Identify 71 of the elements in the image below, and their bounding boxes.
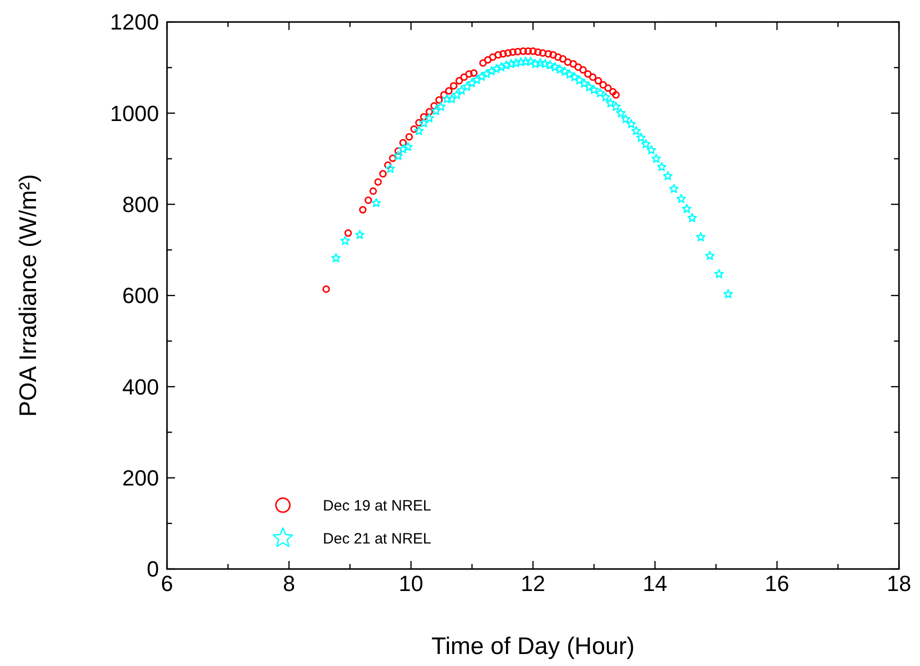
point bbox=[514, 48, 522, 56]
point bbox=[399, 139, 407, 147]
point bbox=[364, 196, 372, 204]
x-axis-title: Time of Day (Hour) bbox=[431, 633, 635, 660]
point bbox=[574, 63, 582, 71]
point bbox=[484, 56, 492, 64]
point bbox=[584, 70, 592, 78]
point bbox=[445, 87, 453, 95]
legend-label: Dec 21 at NREL bbox=[322, 530, 432, 548]
y-tick-label: 0 bbox=[146, 556, 159, 582]
point bbox=[426, 108, 434, 116]
point bbox=[554, 53, 562, 61]
y-tick-label: 400 bbox=[122, 374, 159, 400]
y-tick-label: 1200 bbox=[110, 10, 159, 35]
point bbox=[479, 59, 487, 67]
point bbox=[379, 170, 387, 178]
point bbox=[460, 73, 468, 81]
x-tick-label: 16 bbox=[764, 571, 790, 596]
point bbox=[534, 48, 542, 56]
point bbox=[410, 125, 418, 133]
y-tick-label: 200 bbox=[122, 466, 159, 491]
point bbox=[470, 69, 478, 77]
point bbox=[589, 73, 597, 81]
point bbox=[435, 96, 443, 104]
point bbox=[455, 77, 463, 85]
y-tick-label: 1000 bbox=[110, 100, 159, 126]
point bbox=[609, 88, 617, 96]
point bbox=[450, 82, 458, 90]
y-tick-label: 600 bbox=[122, 283, 159, 308]
x-tick-label: 14 bbox=[642, 571, 668, 596]
point bbox=[440, 91, 448, 99]
point bbox=[359, 206, 367, 214]
point bbox=[499, 50, 507, 58]
x-tick-label: 6 bbox=[160, 571, 174, 596]
point bbox=[549, 51, 557, 59]
point bbox=[524, 47, 532, 55]
legend-label: Dec 19 at NREL bbox=[322, 497, 432, 514]
point bbox=[612, 91, 620, 99]
point bbox=[579, 66, 587, 74]
point bbox=[494, 51, 502, 59]
point bbox=[322, 285, 330, 293]
point bbox=[384, 161, 392, 169]
point bbox=[415, 118, 423, 126]
y-tick-label: 800 bbox=[122, 192, 159, 218]
point bbox=[488, 53, 496, 61]
point bbox=[544, 50, 552, 58]
point bbox=[369, 187, 377, 195]
point bbox=[604, 84, 612, 92]
point bbox=[344, 229, 352, 237]
x-tick-label: 12 bbox=[520, 571, 546, 596]
point bbox=[539, 49, 547, 57]
point bbox=[420, 113, 428, 121]
point bbox=[504, 49, 512, 57]
point bbox=[594, 77, 602, 85]
point bbox=[405, 133, 413, 141]
x-tick-label: 10 bbox=[398, 571, 424, 596]
point bbox=[519, 47, 527, 55]
point bbox=[394, 147, 402, 155]
point bbox=[430, 102, 438, 110]
point bbox=[509, 48, 517, 56]
point bbox=[570, 60, 578, 68]
point bbox=[388, 154, 396, 162]
x-tick-label: 8 bbox=[282, 571, 296, 596]
point bbox=[559, 55, 567, 63]
point bbox=[599, 81, 607, 89]
x-tick-label: 18 bbox=[886, 571, 912, 596]
point bbox=[564, 58, 572, 66]
y-axis-title: POA Irradiance (W/m²) bbox=[15, 174, 42, 417]
point bbox=[374, 178, 382, 186]
point bbox=[465, 70, 473, 78]
point bbox=[529, 47, 537, 55]
